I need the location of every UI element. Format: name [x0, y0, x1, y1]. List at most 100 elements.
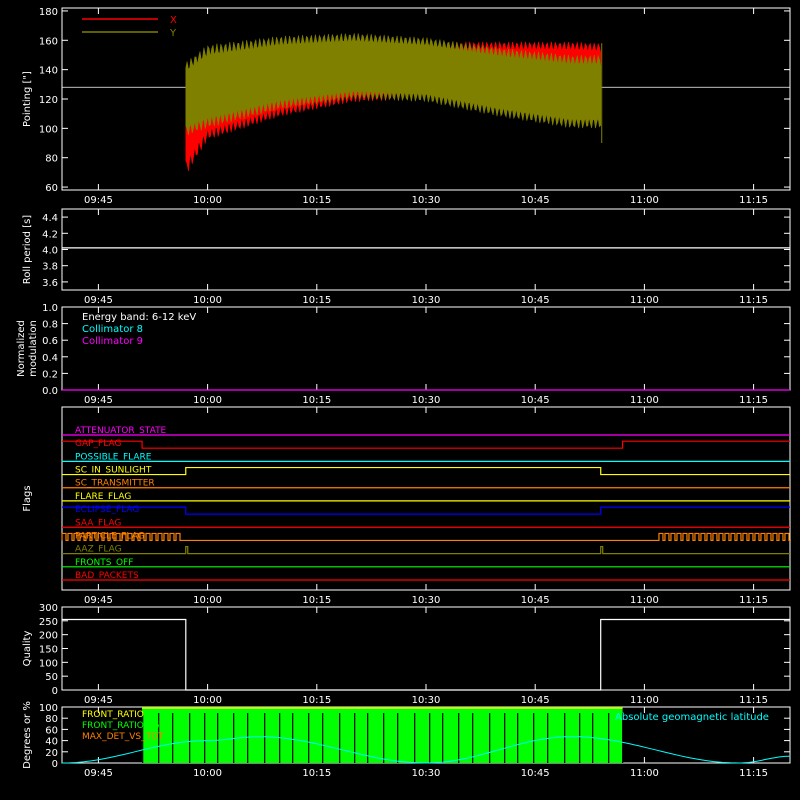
front-ratio-gap [189, 713, 191, 763]
y-tick-label: 140 [39, 66, 58, 77]
x-tick-label: 10:00 [193, 195, 222, 206]
flag-label: SC_TRANSMITTER [75, 479, 155, 489]
legend-label: X [170, 15, 177, 26]
x-tick-label: 10:30 [412, 195, 441, 206]
front-ratio-gap [517, 713, 519, 763]
x-tick-label: 11:15 [739, 195, 768, 206]
panel-quality [61, 606, 791, 691]
x-tick-label: 11:00 [630, 695, 659, 706]
y-tick-label: 120 [39, 95, 58, 106]
y-tick-label: 40 [45, 737, 58, 748]
y-tick-label: 4.4 [42, 213, 58, 224]
flag-label: FLARE_FLAG [75, 492, 131, 502]
x-tick-label: 11:00 [630, 395, 659, 406]
x-tick-label: 10:45 [521, 595, 550, 606]
panel-pointing [61, 7, 791, 191]
y-axis-label: Roll period [s] [22, 215, 33, 284]
x-tick-label: 10:15 [302, 395, 331, 406]
x-tick-label: 11:15 [739, 595, 768, 606]
x-tick-label: 11:00 [630, 595, 659, 606]
flag-label: PARTICLE_FLAG [75, 531, 145, 541]
legend-label: FRONT_RATIO [82, 710, 144, 720]
quality-line [62, 618, 790, 691]
panel-roll [61, 208, 791, 291]
series-Y [185, 33, 601, 135]
y-tick-label: 1.0 [42, 303, 58, 314]
x-tick-label: 10:15 [302, 595, 331, 606]
flag-label: AAZ_FLAG [75, 545, 122, 555]
y-tick-label: 100 [39, 658, 58, 669]
front-ratio-gap [264, 713, 266, 763]
front-ratio-gap [322, 713, 324, 763]
flag-label: SAA_FLAG [75, 518, 121, 528]
y-tick-label: 100 [39, 703, 58, 714]
flag-label: ECLIPSE_FLAG [75, 505, 139, 515]
front-ratio-gap [472, 713, 474, 763]
x-tick-label: 09:45 [84, 295, 113, 306]
x-tick-label: 09:45 [84, 595, 113, 606]
front-ratio-gap [429, 713, 431, 763]
front-ratio-gap [397, 713, 399, 763]
front-ratio-gap [564, 713, 566, 763]
front-ratio-gap [204, 713, 206, 763]
y-tick-label: 150 [39, 645, 58, 656]
y-axis-label: Pointing ["] [22, 71, 33, 127]
y-tick-label: 180 [39, 7, 58, 18]
y-tick-label: 80 [45, 154, 58, 165]
flag-line-gap_flag [62, 440, 790, 449]
flag-label: POSSIBLE_FLARE [75, 452, 152, 462]
legend-label: Y [169, 28, 177, 39]
y-tick-label: 160 [39, 36, 58, 47]
x-tick-label: 10:45 [521, 395, 550, 406]
y-tick-label: 3.6 [42, 278, 58, 289]
x-tick-label: 09:45 [84, 395, 113, 406]
y-axis-label: Normalized [16, 320, 27, 377]
x-tick-label: 11:15 [739, 768, 768, 779]
flag-line-sc_in_sunlight [62, 466, 790, 476]
front-ratio-gap [247, 713, 249, 763]
y-axis-label: modulation [28, 320, 39, 377]
front-ratio-gap [339, 713, 341, 763]
x-tick-label: 10:45 [521, 695, 550, 706]
y-tick-label: 4.2 [42, 229, 58, 240]
panel-geomag [61, 706, 791, 764]
x-tick-label: 09:45 [84, 768, 113, 779]
x-tick-label: 11:15 [739, 395, 768, 406]
front-ratio-gap [414, 713, 416, 763]
y-tick-label: 100 [39, 124, 58, 135]
front-ratio-gap [367, 713, 369, 763]
y-tick-label: 0 [52, 686, 58, 697]
y-tick-label: 80 [45, 714, 58, 725]
x-tick-label: 09:45 [84, 695, 113, 706]
x-tick-label: 10:30 [412, 595, 441, 606]
front-ratio-gap [622, 713, 624, 763]
y-tick-label: 0.6 [42, 336, 58, 347]
flag-line-particle_flag [61, 532, 791, 542]
front-ratio-gap [172, 713, 174, 763]
y-tick-label: 0 [52, 759, 58, 770]
y-tick-label: 300 [39, 603, 58, 614]
flag-label: BAD_PACKETS [75, 571, 139, 581]
x-tick-label: 10:00 [193, 768, 222, 779]
y-tick-label: 200 [39, 631, 58, 642]
x-tick-label: 10:45 [521, 295, 550, 306]
front-ratio-gap [217, 713, 219, 763]
y-tick-label: 3.8 [42, 262, 58, 273]
panel-modulation [61, 306, 791, 391]
flag-label: SC_IN_SUNLIGHT [75, 466, 152, 476]
legend-label: FRONT_RATIO_1525 [82, 721, 171, 731]
legend-label: MAX_DET_VS_TOT [82, 732, 164, 742]
panel-flags [61, 406, 791, 591]
x-tick-label: 11:00 [630, 295, 659, 306]
legend-label: Collimator 8 [82, 324, 143, 335]
front-ratio-gap [579, 713, 581, 763]
x-tick-label: 10:15 [302, 768, 331, 779]
flag-label: ATTENUATOR_STATE [75, 426, 167, 436]
x-tick-label: 10:00 [193, 595, 222, 606]
y-tick-label: 250 [39, 617, 58, 628]
x-tick-label: 10:30 [412, 295, 441, 306]
x-tick-label: 10:15 [302, 195, 331, 206]
front-ratio-gap [489, 713, 491, 763]
y-tick-label: 4.0 [42, 246, 58, 257]
front-ratio-gap [608, 713, 610, 763]
